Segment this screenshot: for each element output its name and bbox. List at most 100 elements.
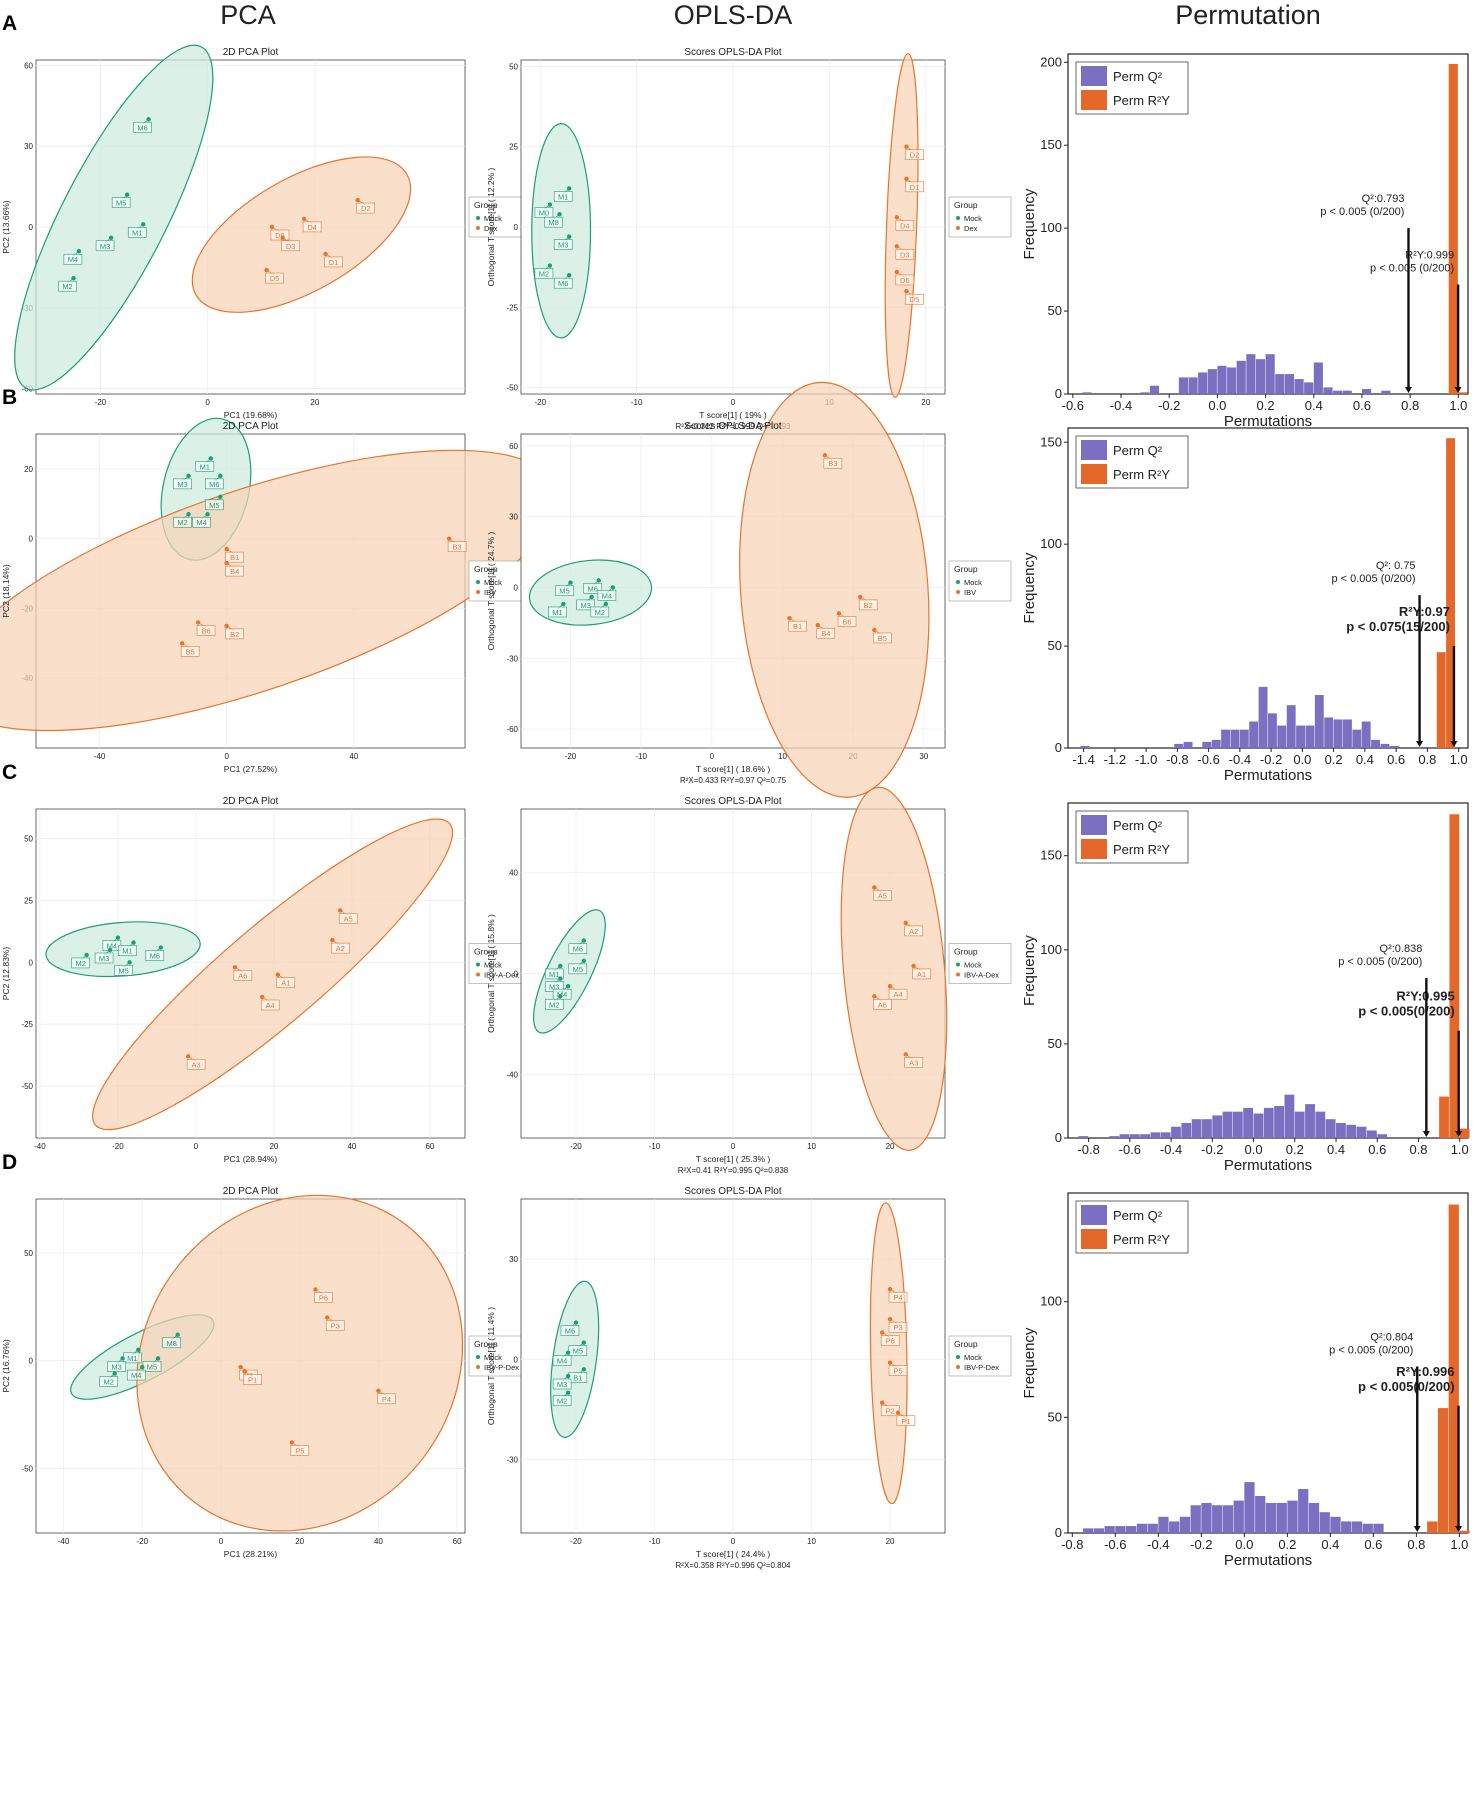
y-axis-label: Orthogonal T score[1] ( 12.2% ) — [486, 167, 496, 286]
point-label: A4 — [266, 1001, 275, 1010]
point-label-box — [338, 913, 358, 924]
x-tick-label: 0.4 — [1356, 752, 1374, 767]
q2-bar — [1212, 1115, 1223, 1138]
point-label: B4 — [230, 567, 239, 576]
column-header-permutation: Permutation — [1175, 0, 1321, 30]
point-label: B1 — [230, 553, 239, 562]
q2-bar — [1268, 713, 1277, 748]
r2y-arrowhead — [1450, 741, 1458, 747]
legend-swatch — [1081, 440, 1107, 460]
x-tick-label: 0.4 — [1327, 1142, 1345, 1157]
x-tick-label: 10 — [778, 752, 787, 761]
point-label-box — [544, 216, 563, 228]
point-label: M5 — [209, 501, 219, 510]
point-label: M4 — [107, 942, 117, 951]
point-label-box — [324, 256, 343, 268]
point-label-box — [225, 565, 244, 577]
x-tick-label: -20 — [570, 1537, 582, 1546]
q2-bar — [1258, 686, 1268, 748]
x-tick-label: 0.6 — [1364, 1537, 1382, 1552]
legend-label: Perm R²Y — [1113, 93, 1170, 108]
y-tick-label: 50 — [509, 62, 518, 71]
point-label-box — [276, 977, 296, 989]
q2-bar — [1356, 1126, 1367, 1138]
point-label: M3 — [177, 480, 187, 489]
q2-bar — [1109, 1136, 1120, 1138]
point-label-box — [552, 1355, 572, 1366]
legend-label: Mock — [964, 961, 982, 970]
q2-arrowhead — [1413, 1526, 1421, 1532]
q2-bar — [1346, 1124, 1357, 1138]
q2-bar — [1212, 1505, 1223, 1533]
q2-bar — [1381, 390, 1391, 394]
point-label-box — [186, 1059, 206, 1070]
model-stats: R²X=0.41 R²Y=0.995 Q²=0.838 — [678, 1166, 789, 1175]
r2y-pvalue: p < 0.005 (0/200) — [1370, 263, 1454, 275]
x-tick-label: -20 — [95, 398, 107, 407]
r2y-bar — [1427, 1521, 1438, 1533]
legend-marker — [476, 590, 480, 594]
point-label: D4 — [900, 221, 910, 230]
y-tick-label: 25 — [24, 897, 33, 906]
point-label: D3 — [900, 250, 910, 259]
legend-title: Group — [954, 1339, 978, 1349]
x-tick-label: -0.8 — [1077, 1142, 1099, 1157]
x-tick-label: -10 — [635, 752, 647, 761]
legend-marker — [476, 216, 480, 220]
group-ellipse-treatment — [92, 818, 454, 1131]
point-label: P6 — [886, 1337, 895, 1346]
point-label: A1 — [917, 970, 926, 979]
legend-label: Dex — [484, 224, 498, 233]
point-label: M3 — [557, 1380, 567, 1389]
x-tick-label: 1.0 — [1449, 398, 1467, 413]
point-label: M5 — [118, 966, 128, 975]
x-axis-label: PC1 (28.94%) — [224, 1154, 278, 1164]
legend-label: Dex — [964, 224, 978, 233]
y-tick-label: -50 — [21, 1082, 33, 1091]
q2-bar — [1274, 1106, 1284, 1138]
plot-title: Scores OPLS-DA Plot — [684, 1186, 781, 1197]
r2y-bar — [1459, 1128, 1470, 1138]
q2-bar — [1373, 1523, 1384, 1533]
x-tick-label: -20 — [570, 1142, 582, 1151]
point-label: M3 — [100, 242, 110, 251]
q2-bar — [1314, 695, 1324, 748]
point-label-box — [205, 499, 224, 511]
point-label-box — [196, 625, 216, 636]
q2-bar — [1308, 1502, 1320, 1533]
x-tick-label: 0.0 — [1235, 1537, 1253, 1552]
point-label: A4 — [893, 990, 902, 999]
q2-bar — [1377, 1134, 1388, 1138]
point-label-box — [544, 998, 564, 1010]
x-tick-label: 10 — [807, 1537, 816, 1546]
y-tick-label: 150 — [1040, 137, 1062, 152]
q2-arrowhead — [1416, 741, 1424, 747]
x-tick-label: 0 — [731, 1142, 736, 1151]
q2-bar — [1325, 1119, 1336, 1138]
point-label-box — [873, 632, 892, 644]
legend-marker — [956, 972, 960, 977]
q2-bar — [1126, 1526, 1137, 1533]
q2-bar — [1294, 1111, 1305, 1138]
point-label-box — [912, 968, 931, 980]
y-tick-label: -30 — [506, 1456, 518, 1465]
q2-bar — [1276, 1502, 1287, 1533]
panel-letter: A — [2, 12, 17, 35]
x-tick-label: 0 — [710, 752, 715, 761]
point-label: M6 — [573, 945, 583, 954]
q2-bar — [1119, 1134, 1130, 1138]
y-tick-label: 30 — [509, 513, 518, 522]
point-label-box — [895, 248, 915, 260]
q2-bar — [1305, 725, 1315, 748]
x-tick-label: 0.6 — [1387, 752, 1405, 767]
legend-swatch — [1081, 1205, 1107, 1225]
y-tick-label: 50 — [1048, 1409, 1062, 1424]
point-label-box — [126, 1369, 146, 1381]
point-label-box — [888, 1291, 908, 1303]
point-label-box — [590, 606, 610, 618]
point-label-box — [905, 149, 924, 161]
x-tick-label: -0.4 — [1147, 1537, 1169, 1552]
point-label: M5 — [116, 199, 126, 208]
point-label: D6 — [275, 231, 285, 240]
